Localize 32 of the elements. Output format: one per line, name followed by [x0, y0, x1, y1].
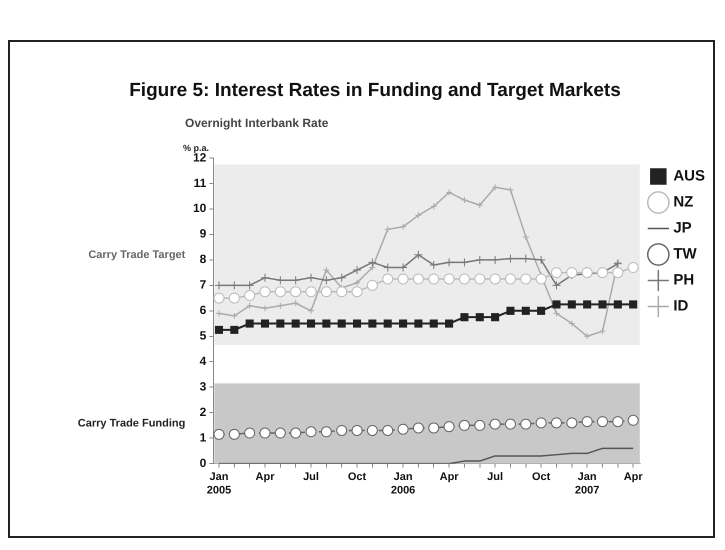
- x-tick-label: Apr: [256, 471, 276, 484]
- x-tick-label: Apr: [440, 471, 460, 484]
- y-tick-label: 1: [200, 430, 207, 444]
- y-tick-label: 3: [200, 380, 207, 394]
- y-tick-label: 8: [200, 252, 207, 266]
- band-label: Carry Trade Funding: [78, 418, 186, 430]
- legend-label: PH: [673, 272, 694, 289]
- chart-subtitle: Overnight Interbank Rate: [185, 116, 329, 130]
- y-tick-label: 4: [200, 354, 207, 368]
- x-tick-label: Oct: [532, 471, 551, 484]
- x-tick-label: Jul: [303, 471, 319, 484]
- y-tick-label: 9: [200, 226, 207, 241]
- x-tick-label: Apr: [624, 471, 644, 484]
- legend-label: TW: [673, 246, 698, 263]
- y-tick-label: 6: [200, 303, 207, 318]
- y-tick-label: 11: [194, 176, 207, 190]
- x-tick-label: Jan 2006: [390, 471, 416, 496]
- x-tick-label: Jan 2005: [206, 471, 232, 496]
- legend-label: ID: [673, 298, 688, 315]
- x-tick-label: Jan 2007: [574, 471, 600, 496]
- y-tick-label: 2: [200, 404, 207, 419]
- y-tick-label: 0: [200, 456, 207, 470]
- legend-label: AUS: [673, 168, 705, 185]
- band-label: Carry Trade Target: [88, 248, 186, 261]
- x-tick-label: Oct: [348, 471, 367, 484]
- y-tick-label: 5: [200, 328, 207, 343]
- legend-label: NZ: [673, 194, 694, 211]
- x-tick-label: Jul: [487, 471, 504, 484]
- chart-title: Figure 5: Interest Rates in Funding and Target Markets: [129, 80, 621, 101]
- y-tick-label: 10: [192, 201, 207, 216]
- y-tick-label: 7: [200, 278, 207, 292]
- legend-label: JP: [673, 220, 692, 237]
